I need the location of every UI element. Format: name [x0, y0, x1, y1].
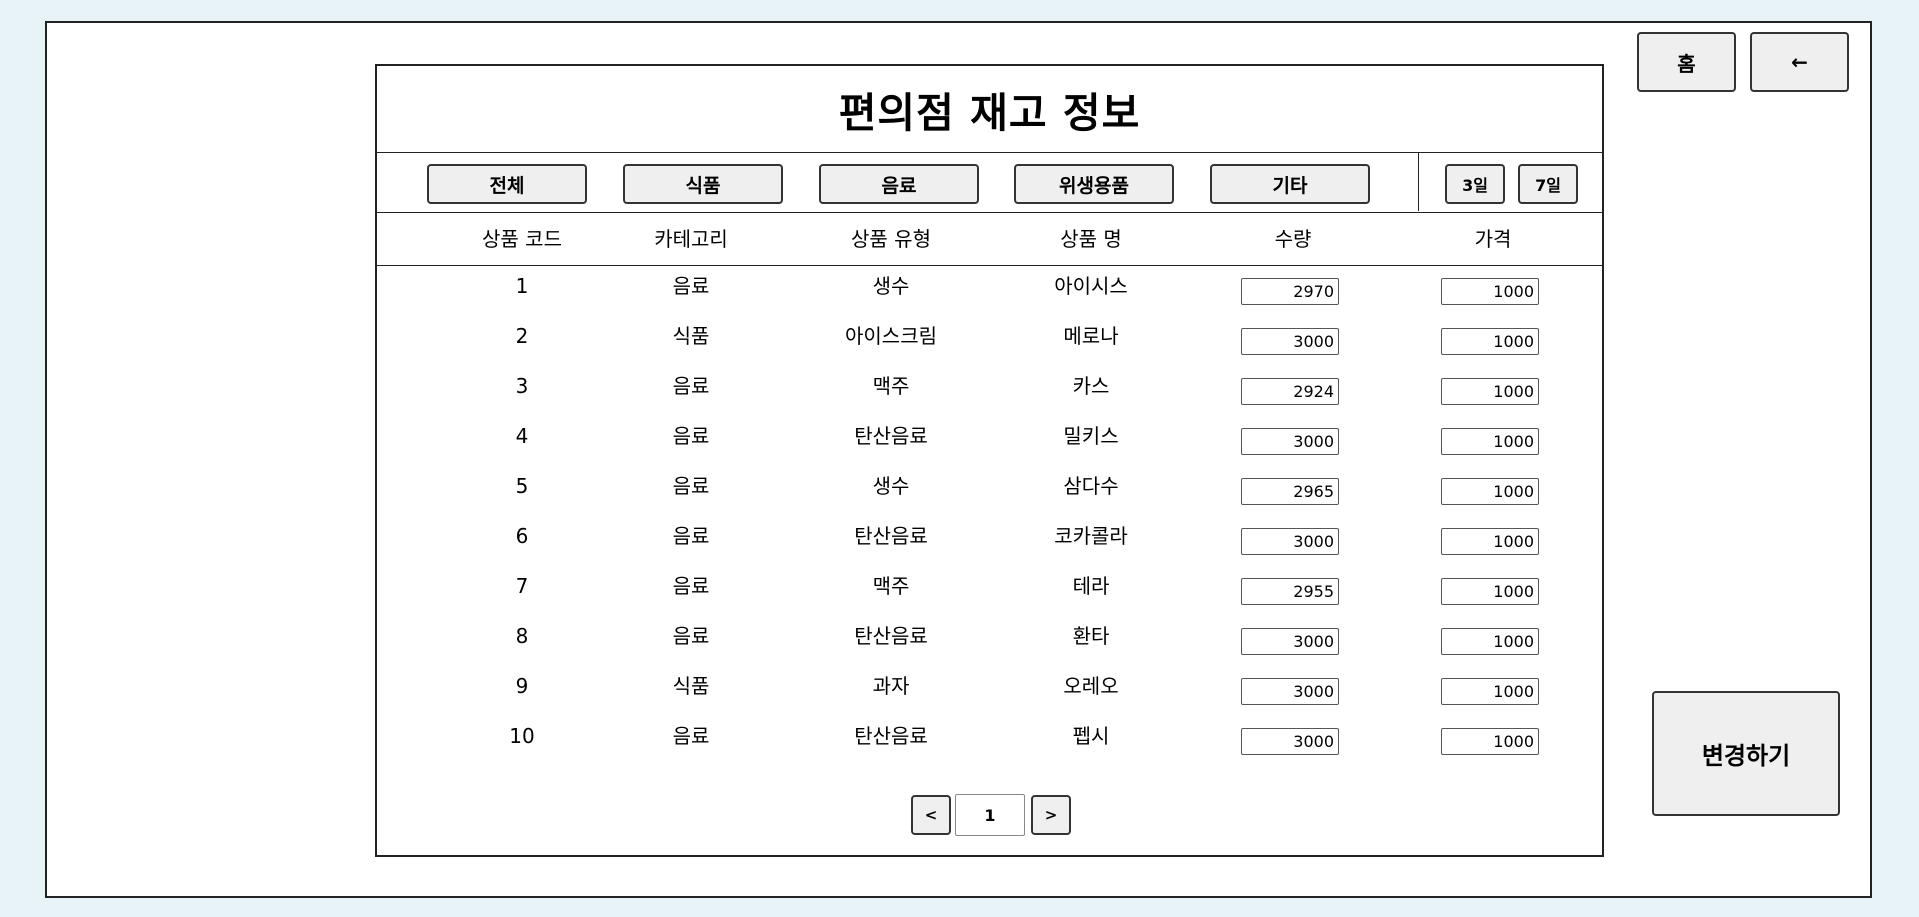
- cell-code: 6: [515, 524, 529, 548]
- table-row: 4 음료 탄산음료 밀키스: [377, 416, 1602, 466]
- cell-code: 4: [515, 424, 529, 448]
- cell-code: 2: [515, 324, 529, 348]
- header-quantity: 수량: [1274, 227, 1312, 251]
- table-row: 2 식품 아이스크림 메로나: [377, 316, 1602, 366]
- cell-category: 음료: [672, 424, 710, 448]
- header-name: 상품 명: [1060, 227, 1122, 251]
- cell-code: 1: [515, 274, 529, 298]
- price-input[interactable]: [1441, 278, 1539, 305]
- cell-code: 5: [515, 474, 529, 498]
- price-input[interactable]: [1441, 728, 1539, 755]
- quantity-input[interactable]: [1241, 578, 1339, 605]
- cell-code: 3: [515, 374, 529, 398]
- cell-type: 생수: [872, 274, 910, 298]
- cell-category: 음료: [672, 374, 710, 398]
- quantity-input[interactable]: [1241, 678, 1339, 705]
- cell-name: 메로나: [1063, 324, 1119, 348]
- category-hygiene-button[interactable]: 위생용품: [1014, 164, 1174, 204]
- cell-name: 오레오: [1063, 674, 1119, 698]
- cell-code: 7: [515, 574, 529, 598]
- table-row: 5 음료 생수 삼다수: [377, 466, 1602, 516]
- quantity-input[interactable]: [1241, 528, 1339, 555]
- cell-name: 코카콜라: [1054, 524, 1128, 548]
- cell-type: 탄산음료: [854, 624, 928, 648]
- quantity-input[interactable]: [1241, 328, 1339, 355]
- category-all-button[interactable]: 전체: [427, 164, 587, 204]
- price-input[interactable]: [1441, 628, 1539, 655]
- cell-type: 아이스크림: [845, 324, 937, 348]
- inventory-panel: 편의점 재고 정보 전체 식품 음료 위생용품 기타 3일 7일 상품 코드 카…: [375, 64, 1604, 857]
- back-button[interactable]: ←: [1750, 32, 1849, 92]
- category-beverage-button[interactable]: 음료: [819, 164, 979, 204]
- cell-code: 9: [515, 674, 529, 698]
- cell-category: 음료: [672, 624, 710, 648]
- cell-category: 음료: [672, 274, 710, 298]
- filter-divider: [1418, 153, 1419, 211]
- cell-name: 펩시: [1072, 724, 1110, 748]
- price-input[interactable]: [1441, 378, 1539, 405]
- cell-type: 생수: [872, 474, 910, 498]
- table-row: 9 식품 과자 오레오: [377, 666, 1602, 716]
- apply-changes-button[interactable]: 변경하기: [1652, 691, 1840, 816]
- quantity-input[interactable]: [1241, 428, 1339, 455]
- next-page-button[interactable]: >: [1031, 795, 1071, 835]
- price-input[interactable]: [1441, 478, 1539, 505]
- header-price: 가격: [1474, 227, 1512, 251]
- table-row: 1 음료 생수 아이시스: [377, 266, 1602, 316]
- cell-type: 맥주: [872, 574, 910, 598]
- quantity-input[interactable]: [1241, 278, 1339, 305]
- cell-type: 탄산음료: [854, 524, 928, 548]
- price-input[interactable]: [1441, 578, 1539, 605]
- cell-name: 환타: [1072, 624, 1110, 648]
- cell-name: 밀키스: [1063, 424, 1119, 448]
- table-row: 8 음료 탄산음료 환타: [377, 616, 1602, 666]
- quantity-input[interactable]: [1241, 728, 1339, 755]
- home-button[interactable]: 홈: [1637, 32, 1736, 92]
- cell-type: 과자: [872, 674, 910, 698]
- category-other-button[interactable]: 기타: [1210, 164, 1370, 204]
- table-row: 3 음료 맥주 카스: [377, 366, 1602, 416]
- header-type: 상품 유형: [851, 227, 931, 251]
- price-input[interactable]: [1441, 428, 1539, 455]
- price-input[interactable]: [1441, 528, 1539, 555]
- price-input[interactable]: [1441, 678, 1539, 705]
- period-7day-button[interactable]: 7일: [1518, 164, 1578, 204]
- header-category: 카테고리: [654, 227, 728, 251]
- table-row: 6 음료 탄산음료 코카콜라: [377, 516, 1602, 566]
- cell-category: 식품: [672, 674, 710, 698]
- cell-category: 음료: [672, 724, 710, 748]
- prev-page-button[interactable]: <: [911, 795, 951, 835]
- cell-category: 식품: [672, 324, 710, 348]
- cell-type: 탄산음료: [854, 424, 928, 448]
- table-header: 상품 코드 카테고리 상품 유형 상품 명 수량 가격: [377, 213, 1602, 266]
- table-row: 7 음료 맥주 테라: [377, 566, 1602, 616]
- cell-name: 테라: [1072, 574, 1110, 598]
- page-title: 편의점 재고 정보: [838, 89, 1141, 137]
- page-number-input[interactable]: [955, 794, 1025, 836]
- cell-name: 삼다수: [1063, 474, 1119, 498]
- header-code: 상품 코드: [482, 227, 562, 251]
- period-3day-button[interactable]: 3일: [1445, 164, 1505, 204]
- category-food-button[interactable]: 식품: [623, 164, 783, 204]
- title-bar: 편의점 재고 정보: [377, 66, 1602, 153]
- quantity-input[interactable]: [1241, 478, 1339, 505]
- cell-type: 탄산음료: [854, 724, 928, 748]
- quantity-input[interactable]: [1241, 378, 1339, 405]
- filter-bar: 전체 식품 음료 위생용품 기타 3일 7일: [377, 153, 1602, 213]
- cell-code: 10: [509, 724, 535, 748]
- table-row: 10 음료 탄산음료 펩시: [377, 716, 1602, 766]
- cell-category: 음료: [672, 474, 710, 498]
- cell-name: 아이시스: [1054, 274, 1128, 298]
- cell-category: 음료: [672, 574, 710, 598]
- cell-name: 카스: [1072, 374, 1110, 398]
- quantity-input[interactable]: [1241, 628, 1339, 655]
- cell-type: 맥주: [872, 374, 910, 398]
- cell-category: 음료: [672, 524, 710, 548]
- cell-code: 8: [515, 624, 529, 648]
- price-input[interactable]: [1441, 328, 1539, 355]
